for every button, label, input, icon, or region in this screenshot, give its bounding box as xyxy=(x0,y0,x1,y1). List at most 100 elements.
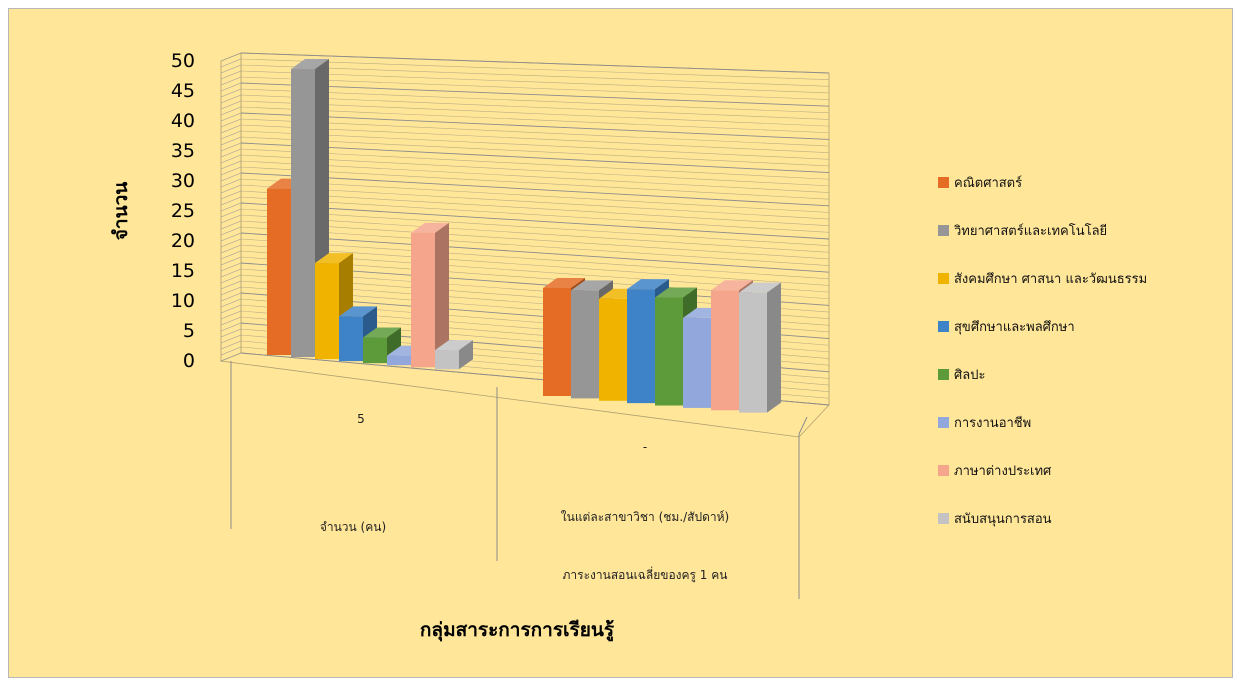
major-gridline xyxy=(240,52,830,74)
bar-top xyxy=(411,222,449,233)
bar-side xyxy=(459,340,473,370)
side-gridline xyxy=(220,238,242,248)
side-gridline xyxy=(220,226,242,236)
side-gridline xyxy=(220,142,242,152)
side-gridline xyxy=(220,310,242,320)
side-gridline xyxy=(220,82,242,92)
y-tick-label: 40 xyxy=(171,110,195,132)
major-gridline xyxy=(240,112,830,140)
side-gridline xyxy=(220,190,242,200)
y-tick-label: 20 xyxy=(171,230,195,252)
bar-side xyxy=(767,282,781,413)
side-gridline xyxy=(220,298,242,308)
side-gridline xyxy=(220,268,242,278)
side-gridline xyxy=(220,208,242,218)
bar-front xyxy=(291,69,315,358)
legend-entry: การงานอาชีพ xyxy=(954,415,1031,431)
side-gridline xyxy=(220,124,242,134)
side-gridline xyxy=(220,172,242,182)
y-tick-label: 30 xyxy=(171,170,195,192)
y-axis-label: จำนวน xyxy=(110,182,132,240)
legend-swatch xyxy=(938,465,949,476)
major-gridline xyxy=(240,142,830,174)
major-gridline xyxy=(240,172,830,207)
bar-front xyxy=(315,263,339,360)
legend-entry: ภาษาต่างประเทศ xyxy=(954,464,1052,479)
side-gridline xyxy=(220,202,242,212)
side-gridline xyxy=(220,304,242,314)
x-axis-label: กลุ่มสาระการการเรียนรู้ xyxy=(420,619,615,642)
side-gridline xyxy=(220,334,242,344)
bar-front xyxy=(411,232,435,368)
bar-top xyxy=(339,306,377,317)
side-gridline xyxy=(220,130,242,140)
legend-swatch xyxy=(938,417,949,428)
side-gridline xyxy=(220,250,242,260)
bar-front xyxy=(571,290,599,399)
minor-gridline xyxy=(240,154,830,187)
minor-gridline xyxy=(240,106,830,134)
minor-gridline xyxy=(240,124,830,153)
side-gridline xyxy=(220,70,242,80)
minor-gridline xyxy=(240,76,830,100)
minor-gridline xyxy=(240,94,830,120)
minor-gridline xyxy=(240,58,830,80)
side-gridline xyxy=(220,346,242,356)
bar-front xyxy=(435,350,459,370)
side-gridline xyxy=(220,64,242,74)
side-gridline xyxy=(220,88,242,98)
minor-gridline xyxy=(240,136,830,167)
side-gridline xyxy=(220,280,242,290)
bar-front xyxy=(543,288,571,396)
minor-gridline xyxy=(240,100,830,127)
y-tick-label: 25 xyxy=(171,200,195,222)
minor-gridline xyxy=(240,148,830,180)
minor-gridline xyxy=(240,166,830,200)
legend-entry: วิทยาศาสตร์และเทคโนโลยี xyxy=(953,223,1107,239)
minor-gridline xyxy=(240,226,830,266)
side-gridline xyxy=(220,58,242,68)
side-gridline xyxy=(220,322,242,332)
side-gridline xyxy=(220,136,242,146)
side-gridline xyxy=(220,148,242,158)
y-tick-label: 0 xyxy=(183,350,195,372)
minor-gridline xyxy=(240,244,830,286)
legend-swatch xyxy=(938,273,949,284)
side-gridline xyxy=(220,340,242,350)
bar-front xyxy=(683,317,711,408)
side-gridline xyxy=(220,154,242,164)
bar-front xyxy=(339,316,363,362)
legend-entry: คณิตศาสตร์ xyxy=(954,175,1022,191)
legend-swatch xyxy=(938,369,949,380)
side-gridline xyxy=(220,316,242,326)
legend-swatch xyxy=(938,513,949,524)
category-label: จำนวน (คน) xyxy=(320,520,386,534)
side-gridline xyxy=(220,160,242,170)
minor-gridline xyxy=(240,118,830,147)
bar-top xyxy=(291,59,329,70)
legend-entry: สุขศึกษาและพลศึกษา xyxy=(954,320,1075,335)
bar-front xyxy=(711,290,739,411)
side-gridline xyxy=(220,256,242,266)
legend-entry: สังคมศึกษา ศาสนา และวัฒนธรรม xyxy=(954,272,1147,287)
minor-gridline xyxy=(240,130,830,160)
legend-swatch xyxy=(938,225,949,236)
y-tick-label: 50 xyxy=(171,50,195,72)
side-gridline xyxy=(220,178,242,188)
bars xyxy=(267,59,781,413)
minor-gridline xyxy=(240,214,830,253)
minor-gridline xyxy=(240,88,830,114)
bar-front xyxy=(739,292,767,413)
bar-top xyxy=(435,340,473,351)
side-gridline xyxy=(220,352,242,362)
y-tick-label: 35 xyxy=(171,140,195,162)
y-tick-label: 10 xyxy=(171,290,195,312)
bar-top xyxy=(363,327,401,338)
legend-swatch xyxy=(938,321,949,332)
chart-area: 0 5 10 15 20 25 30 35 40 45 50 5 จำนวน (คน) - ในแต่ละ… xyxy=(8,8,1233,678)
minor-gridline xyxy=(240,220,830,260)
side-gridline xyxy=(220,166,242,176)
side-gridline xyxy=(220,52,242,62)
bar-side xyxy=(435,222,449,368)
minor-gridline xyxy=(240,190,830,227)
